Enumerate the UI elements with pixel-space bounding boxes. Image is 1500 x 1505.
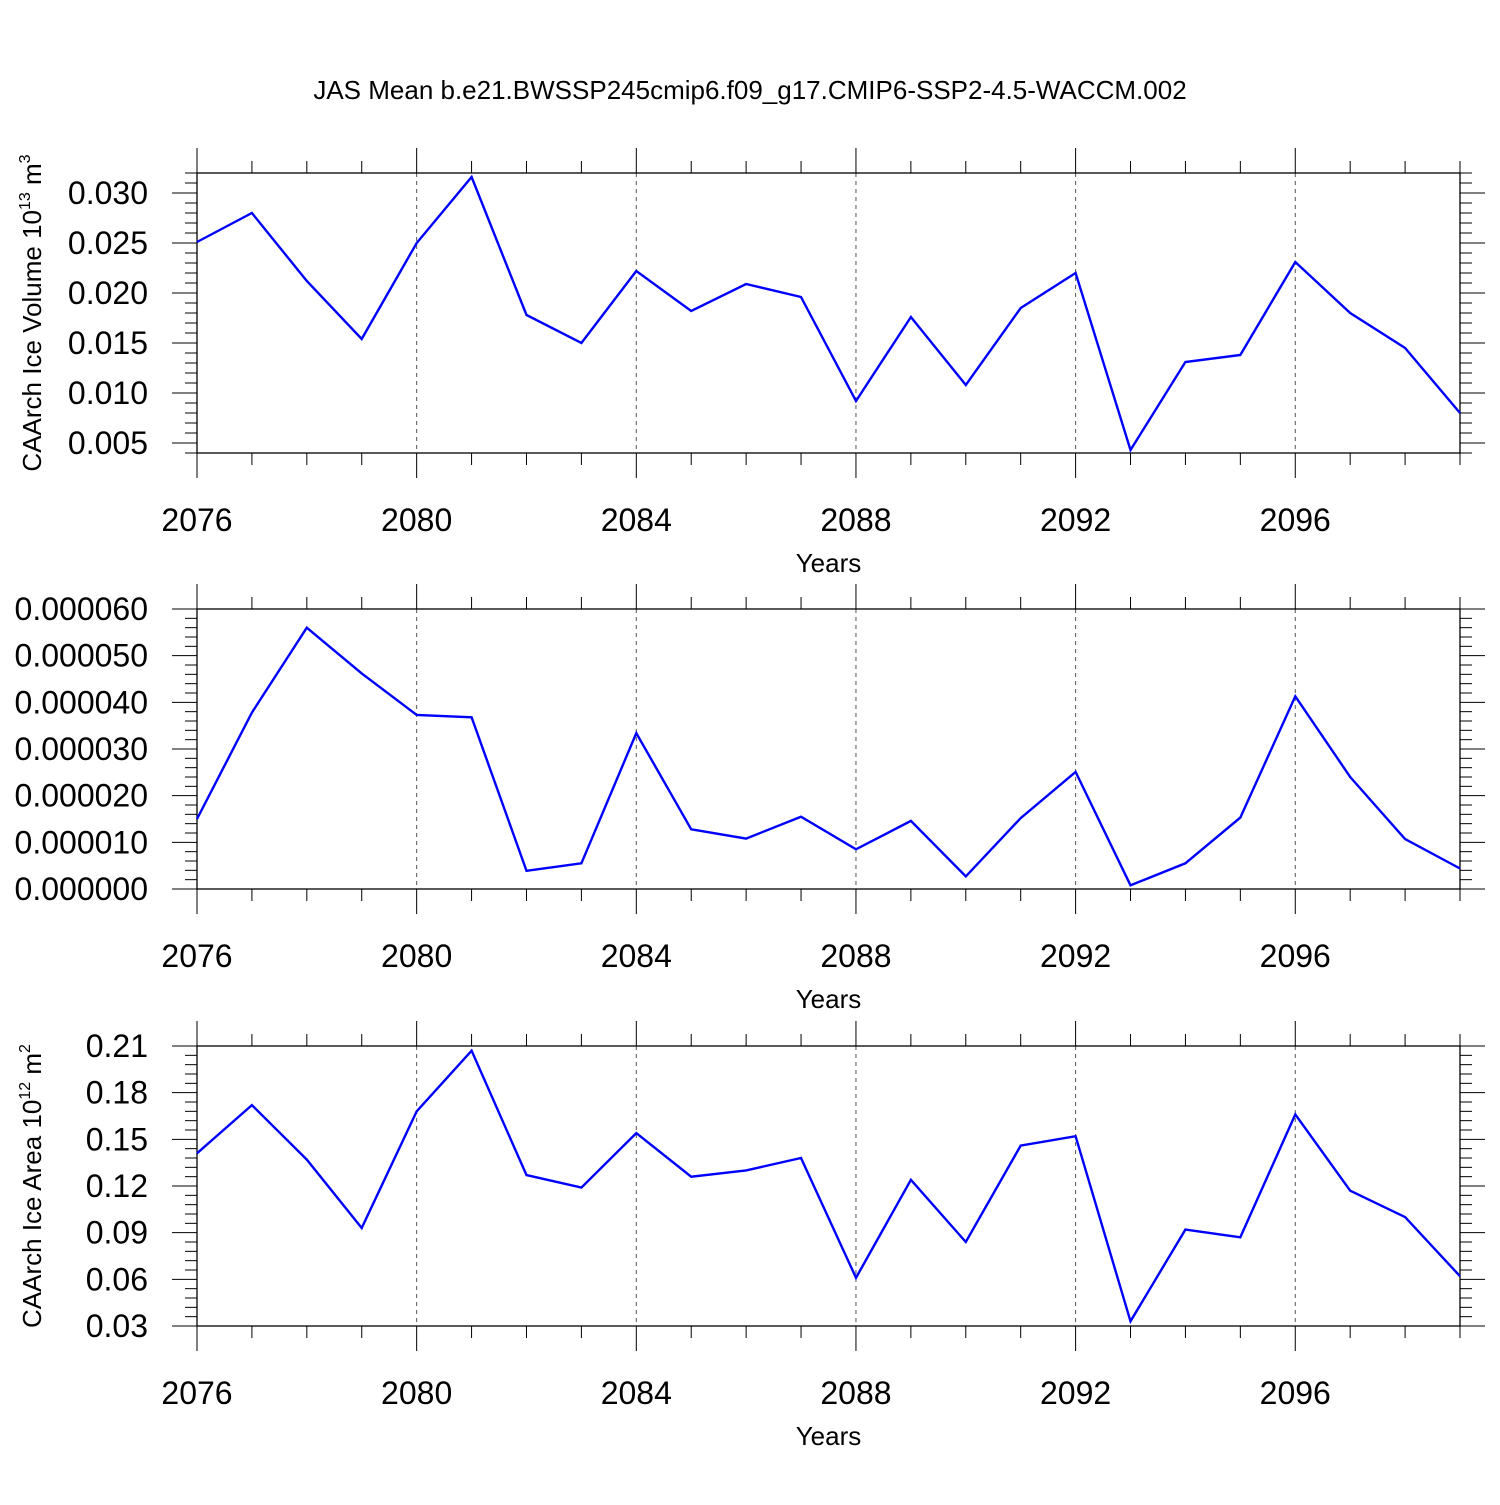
y-tick-label: 0.000040 [15,684,148,720]
y-tick-label: 0.21 [86,1028,148,1064]
y-tick-label: 0.000010 [15,824,148,860]
y-axis-label: CAArch Ice Area 1012 m2 [17,1044,47,1328]
x-tick-label: 2096 [1260,938,1331,974]
y-axis-label-text: CAArch Ice Area 10 [17,1100,47,1328]
x-tick-label: 2080 [381,1375,452,1411]
x-tick-label: 2092 [1040,502,1111,538]
x-tick-label: 2088 [820,938,891,974]
y-tick-label: 0.06 [86,1261,148,1297]
plot-frame [196,172,1461,454]
y-tick-label: 0.020 [68,275,148,311]
series-line [195,625,1461,887]
x-tick-label: 2092 [1040,1375,1111,1411]
y-axis-label-exponent: 13 [17,192,34,210]
x-tick-label: 2076 [161,502,232,538]
chart-panel-3: 2076 2080 2084 2088 2092 2096 Years 0.03 0.06 0.0… [17,1021,1485,1451]
x-tick-label: 2080 [381,938,452,974]
x-tick-label: 2084 [601,938,672,974]
plot-frame [196,1045,1461,1327]
y-axis-label-unit: m [17,1053,47,1082]
y-tick-label: 0.005 [68,425,148,461]
x-tick-label: 2092 [1040,938,1111,974]
y-axis-label: CAArch Ice Volume 1013 m3 [17,154,47,471]
y-tick-label: 0.000050 [15,638,148,674]
x-tick-label: 2088 [820,502,891,538]
y-tick-label: 0.12 [86,1168,148,1204]
y-tick-label: 0.18 [86,1075,148,1111]
y-tick-label: 0.030 [68,175,148,211]
y-axis-label-text: CAArch Ice Volume 10 [17,210,47,472]
y-tick-label: 0.03 [86,1308,148,1344]
y-tick-label: 0.09 [86,1215,148,1251]
y-tick-label: 0.000030 [15,731,148,767]
y-axis-label-exponent: 12 [17,1082,34,1100]
chart-panel-2: 2076 2080 2084 2088 2092 2096 Years 0.000000 0.0… [15,584,1485,1014]
x-tick-label: 2084 [601,502,672,538]
x-tick-label: 2076 [161,1375,232,1411]
y-tick-label: 0.15 [86,1121,148,1157]
y-tick-label: 0.000020 [15,778,148,814]
x-axis-label: Years [796,984,862,1014]
y-tick-label: 0.015 [68,325,148,361]
x-tick-label: 2096 [1260,502,1331,538]
y-tick-label: 0.000000 [15,871,148,907]
x-axis-label: Years [796,548,862,578]
x-tick-label: 2076 [161,938,232,974]
series-line [196,174,1461,453]
y-axis-label-unit-exponent: 2 [17,1044,34,1053]
chart-panel-1: 2076 2080 2084 2088 2092 2096 Years 0.005 0.010 0… [17,148,1485,578]
x-tick-label: 2096 [1260,1375,1331,1411]
y-tick-label: 0.025 [68,225,148,261]
x-tick-label: 2080 [381,502,452,538]
y-axis-label-unit-exponent: 3 [17,154,34,163]
x-tick-label: 2084 [601,1375,672,1411]
x-tick-label: 2088 [820,1375,891,1411]
figure-title: JAS Mean b.e21.BWSSP245cmip6.f09_g17.CMI… [313,75,1186,105]
y-tick-label: 0.000060 [15,591,148,627]
y-axis-label-unit: m [17,163,47,192]
y-tick-label: 0.010 [68,375,148,411]
series-line [196,1048,1461,1325]
x-axis-label: Years [796,1421,862,1451]
